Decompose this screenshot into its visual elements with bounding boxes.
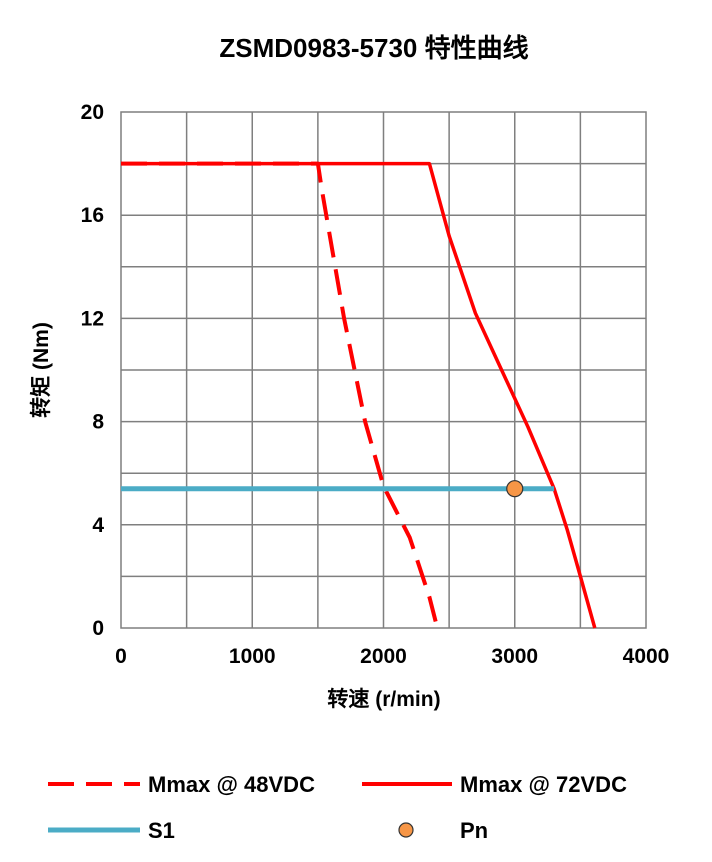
x-axis-label: 转速 (r/min) <box>327 687 440 711</box>
y-tick-label: 16 <box>81 204 104 227</box>
x-tick-label: 2000 <box>360 645 407 668</box>
legend-item-mmax-48vdc: Mmax @ 48VDC <box>48 772 315 797</box>
y-tick-label: 20 <box>81 101 104 124</box>
grid <box>121 112 646 628</box>
legend-label: Mmax @ 48VDC <box>148 772 315 797</box>
x-tick-labels: 0 1000 2000 3000 4000 <box>115 645 669 668</box>
y-tick-label: 12 <box>81 307 104 330</box>
y-tick-labels: 0 4 8 12 16 20 <box>81 101 105 640</box>
y-tick-label: 4 <box>92 514 104 537</box>
point-pn <box>506 480 524 498</box>
series-line-mmax-48vdc <box>121 161 440 629</box>
legend-item-s1: S1 <box>48 818 175 843</box>
legend-item-mmax-72vdc: Mmax @ 72VDC <box>362 772 627 797</box>
legend-label: Pn <box>460 818 488 843</box>
x-tick-label: 4000 <box>623 645 670 668</box>
chart-title: ZSMD0983-5730 特性曲线 <box>219 33 528 63</box>
y-tick-label: 8 <box>92 411 104 434</box>
legend-marker-pn <box>398 822 414 838</box>
x-tick-label: 0 <box>115 645 127 668</box>
legend: Mmax @ 48VDC Mmax @ 72VDC S1 Pn <box>48 772 627 843</box>
x-tick-label: 3000 <box>491 645 538 668</box>
legend-label: Mmax @ 72VDC <box>460 772 627 797</box>
legend-item-pn: Pn <box>398 818 488 843</box>
y-tick-label: 0 <box>92 617 104 640</box>
x-tick-label: 1000 <box>229 645 276 668</box>
series-layer <box>121 161 597 629</box>
legend-label: S1 <box>148 818 175 843</box>
series-line-mmax-72vdc <box>121 161 597 629</box>
y-axis-label: 转矩 (Nm) <box>29 322 53 418</box>
plot-frame <box>120 111 647 629</box>
